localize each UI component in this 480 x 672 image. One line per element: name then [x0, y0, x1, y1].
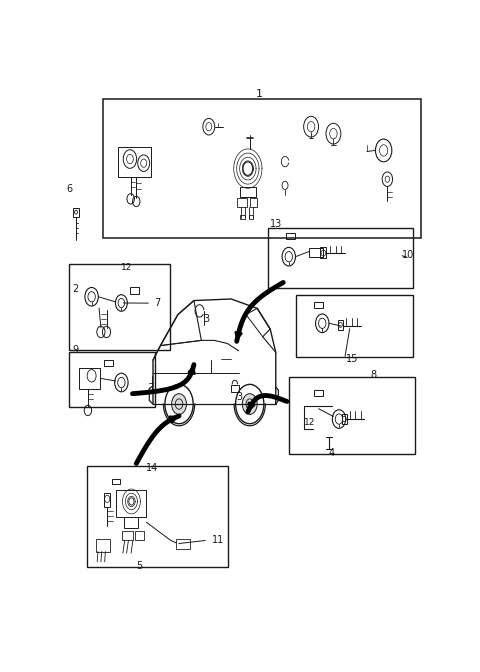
Bar [104, 360, 113, 366]
Bar [268, 228, 413, 288]
Bar [321, 247, 326, 258]
Bar [96, 539, 110, 552]
Text: 8: 8 [371, 370, 377, 380]
Bar [69, 264, 170, 349]
Text: 11: 11 [212, 535, 224, 545]
Bar [118, 147, 151, 177]
Bar [338, 320, 343, 330]
Bar [289, 376, 415, 454]
Text: 1: 1 [255, 89, 263, 99]
Circle shape [242, 394, 257, 415]
Text: 10: 10 [402, 250, 415, 260]
Bar [250, 198, 257, 208]
Bar [122, 531, 132, 540]
Bar [238, 198, 247, 208]
Bar [314, 390, 323, 396]
Bar [104, 493, 110, 507]
Bar [314, 302, 323, 308]
Bar [135, 531, 144, 540]
Bar [116, 490, 146, 517]
Bar [124, 517, 138, 528]
Bar [176, 539, 190, 549]
Text: 6: 6 [67, 184, 73, 194]
Text: 7: 7 [154, 298, 160, 308]
Bar [286, 233, 295, 239]
Bar [79, 368, 100, 388]
Bar [231, 385, 239, 392]
Text: 13: 13 [270, 219, 282, 229]
Circle shape [171, 394, 186, 415]
Bar [87, 466, 228, 567]
Text: 9: 9 [72, 345, 79, 355]
Text: 3: 3 [203, 314, 209, 324]
Bar [309, 249, 324, 257]
Bar [69, 352, 155, 407]
Bar [73, 208, 79, 217]
Text: 5: 5 [136, 561, 143, 571]
Bar [112, 479, 120, 485]
Circle shape [236, 384, 264, 424]
Bar [296, 296, 413, 358]
Text: 2: 2 [72, 284, 79, 294]
Circle shape [165, 384, 193, 424]
Bar [240, 187, 256, 197]
Text: 4: 4 [329, 448, 335, 458]
Text: 12: 12 [121, 263, 133, 272]
Bar [249, 215, 253, 219]
Text: 14: 14 [146, 463, 158, 472]
Text: 3: 3 [237, 392, 243, 403]
Bar [103, 99, 421, 239]
Bar [240, 215, 245, 219]
Text: 12: 12 [304, 418, 315, 427]
Text: 15: 15 [346, 354, 358, 364]
Bar [130, 288, 139, 294]
Bar [342, 414, 347, 424]
